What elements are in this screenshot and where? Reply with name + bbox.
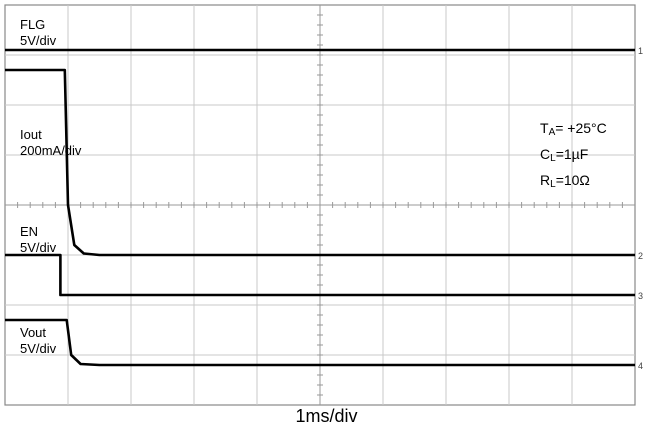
iout-scale: 200mA/div — [20, 143, 82, 158]
scope-grid — [4, 4, 636, 406]
condition-rl: RL=10Ω — [540, 172, 590, 190]
channel-marker-3: 3 — [638, 291, 643, 301]
trace-en — [5, 253, 635, 297]
channel-markers: 1 2 3 4 — [638, 46, 643, 371]
iout-label: Iout 200mA/div — [20, 127, 81, 159]
rl-subscript: L — [550, 179, 556, 190]
trace-vout — [5, 318, 635, 367]
condition-cl: CL=1µF — [540, 146, 588, 164]
vout-name: Vout — [20, 325, 47, 340]
flg-label: FLG 5V/div — [20, 17, 56, 49]
channel-marker-4: 4 — [638, 361, 643, 371]
ta-symbol: T — [540, 120, 549, 136]
scope-traces — [5, 48, 635, 367]
trace-iout — [5, 68, 635, 257]
channel-marker-1: 1 — [638, 46, 643, 56]
ta-subscript: A — [548, 127, 556, 138]
channel-marker-2: 2 — [638, 251, 643, 261]
en-scale: 5V/div — [20, 240, 57, 255]
cl-subscript: L — [550, 153, 556, 164]
en-label: EN 5V/div — [20, 224, 56, 256]
vout-label: Vout 5V/div — [20, 325, 56, 357]
cl-symbol: C — [540, 146, 551, 162]
iout-name: Iout — [20, 127, 42, 142]
rl-symbol: R — [540, 172, 551, 188]
flg-name: FLG — [20, 17, 46, 32]
condition-ta: TA= +25°C — [540, 120, 607, 138]
cl-value: =1µF — [555, 146, 589, 162]
rl-value: =10Ω — [555, 172, 590, 188]
x-axis-label: 1ms/div — [295, 406, 358, 426]
flg-scale: 5V/div — [20, 33, 57, 48]
en-name: EN — [20, 224, 39, 239]
vout-scale: 5V/div — [20, 341, 57, 356]
ta-value: = +25°C — [555, 120, 607, 136]
